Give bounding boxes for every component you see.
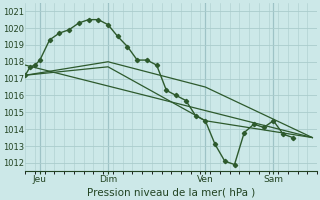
X-axis label: Pression niveau de la mer( hPa ): Pression niveau de la mer( hPa ) bbox=[87, 187, 255, 197]
